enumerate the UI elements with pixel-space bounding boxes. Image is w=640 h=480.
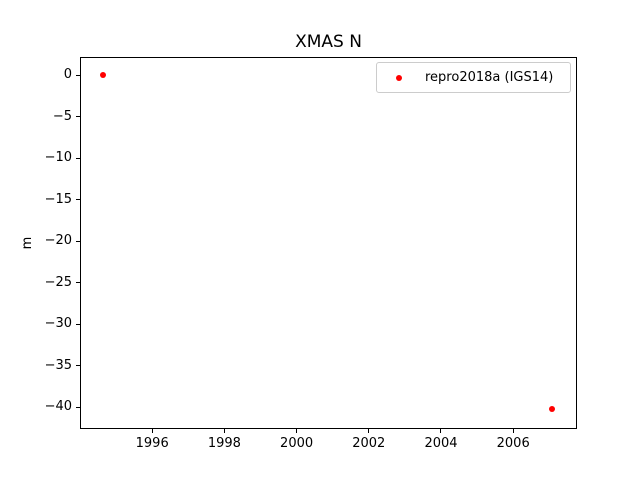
y-tick-mark bbox=[76, 74, 80, 76]
x-tick-label: 2002 bbox=[352, 436, 386, 451]
y-tick-label: −15 bbox=[44, 191, 72, 207]
data-point bbox=[549, 405, 556, 412]
x-tick-mark bbox=[512, 429, 514, 433]
x-tick-mark bbox=[151, 429, 153, 433]
y-tick-label: −40 bbox=[44, 399, 72, 414]
chart-title: XMAS N bbox=[295, 32, 362, 52]
data-point bbox=[99, 72, 106, 78]
plot-area bbox=[80, 57, 577, 429]
y-tick-mark bbox=[76, 240, 80, 242]
x-tick-label: 2004 bbox=[424, 436, 458, 451]
y-tick-mark bbox=[76, 157, 80, 159]
y-tick-label: −35 bbox=[44, 357, 72, 373]
y-tick-label: −20 bbox=[44, 233, 72, 248]
y-tick-mark bbox=[76, 116, 80, 117]
x-tick-mark bbox=[368, 429, 370, 433]
legend-marker-dot-icon bbox=[396, 74, 402, 81]
y-tick-label: −30 bbox=[44, 316, 72, 331]
x-tick-label: 1996 bbox=[135, 436, 169, 451]
y-tick-mark bbox=[76, 406, 80, 408]
x-tick-mark bbox=[296, 429, 298, 433]
x-tick-label: 2000 bbox=[280, 436, 314, 451]
y-tick-label: −5 bbox=[52, 108, 72, 124]
y-tick-mark bbox=[76, 365, 80, 366]
y-tick-label: 0 bbox=[63, 67, 72, 82]
y-tick-label: −25 bbox=[44, 274, 72, 290]
x-tick-mark bbox=[223, 429, 225, 433]
x-tick-label: 2006 bbox=[496, 436, 530, 451]
x-tick-mark bbox=[440, 429, 442, 433]
x-tick-label: 1998 bbox=[207, 436, 241, 451]
y-tick-mark bbox=[76, 323, 80, 325]
y-tick-mark bbox=[76, 199, 80, 200]
legend: repro2018a (IGS14) bbox=[376, 62, 571, 93]
legend-label: repro2018a (IGS14) bbox=[425, 70, 554, 85]
y-tick-mark bbox=[76, 282, 80, 283]
y-tick-label: −10 bbox=[44, 150, 72, 165]
